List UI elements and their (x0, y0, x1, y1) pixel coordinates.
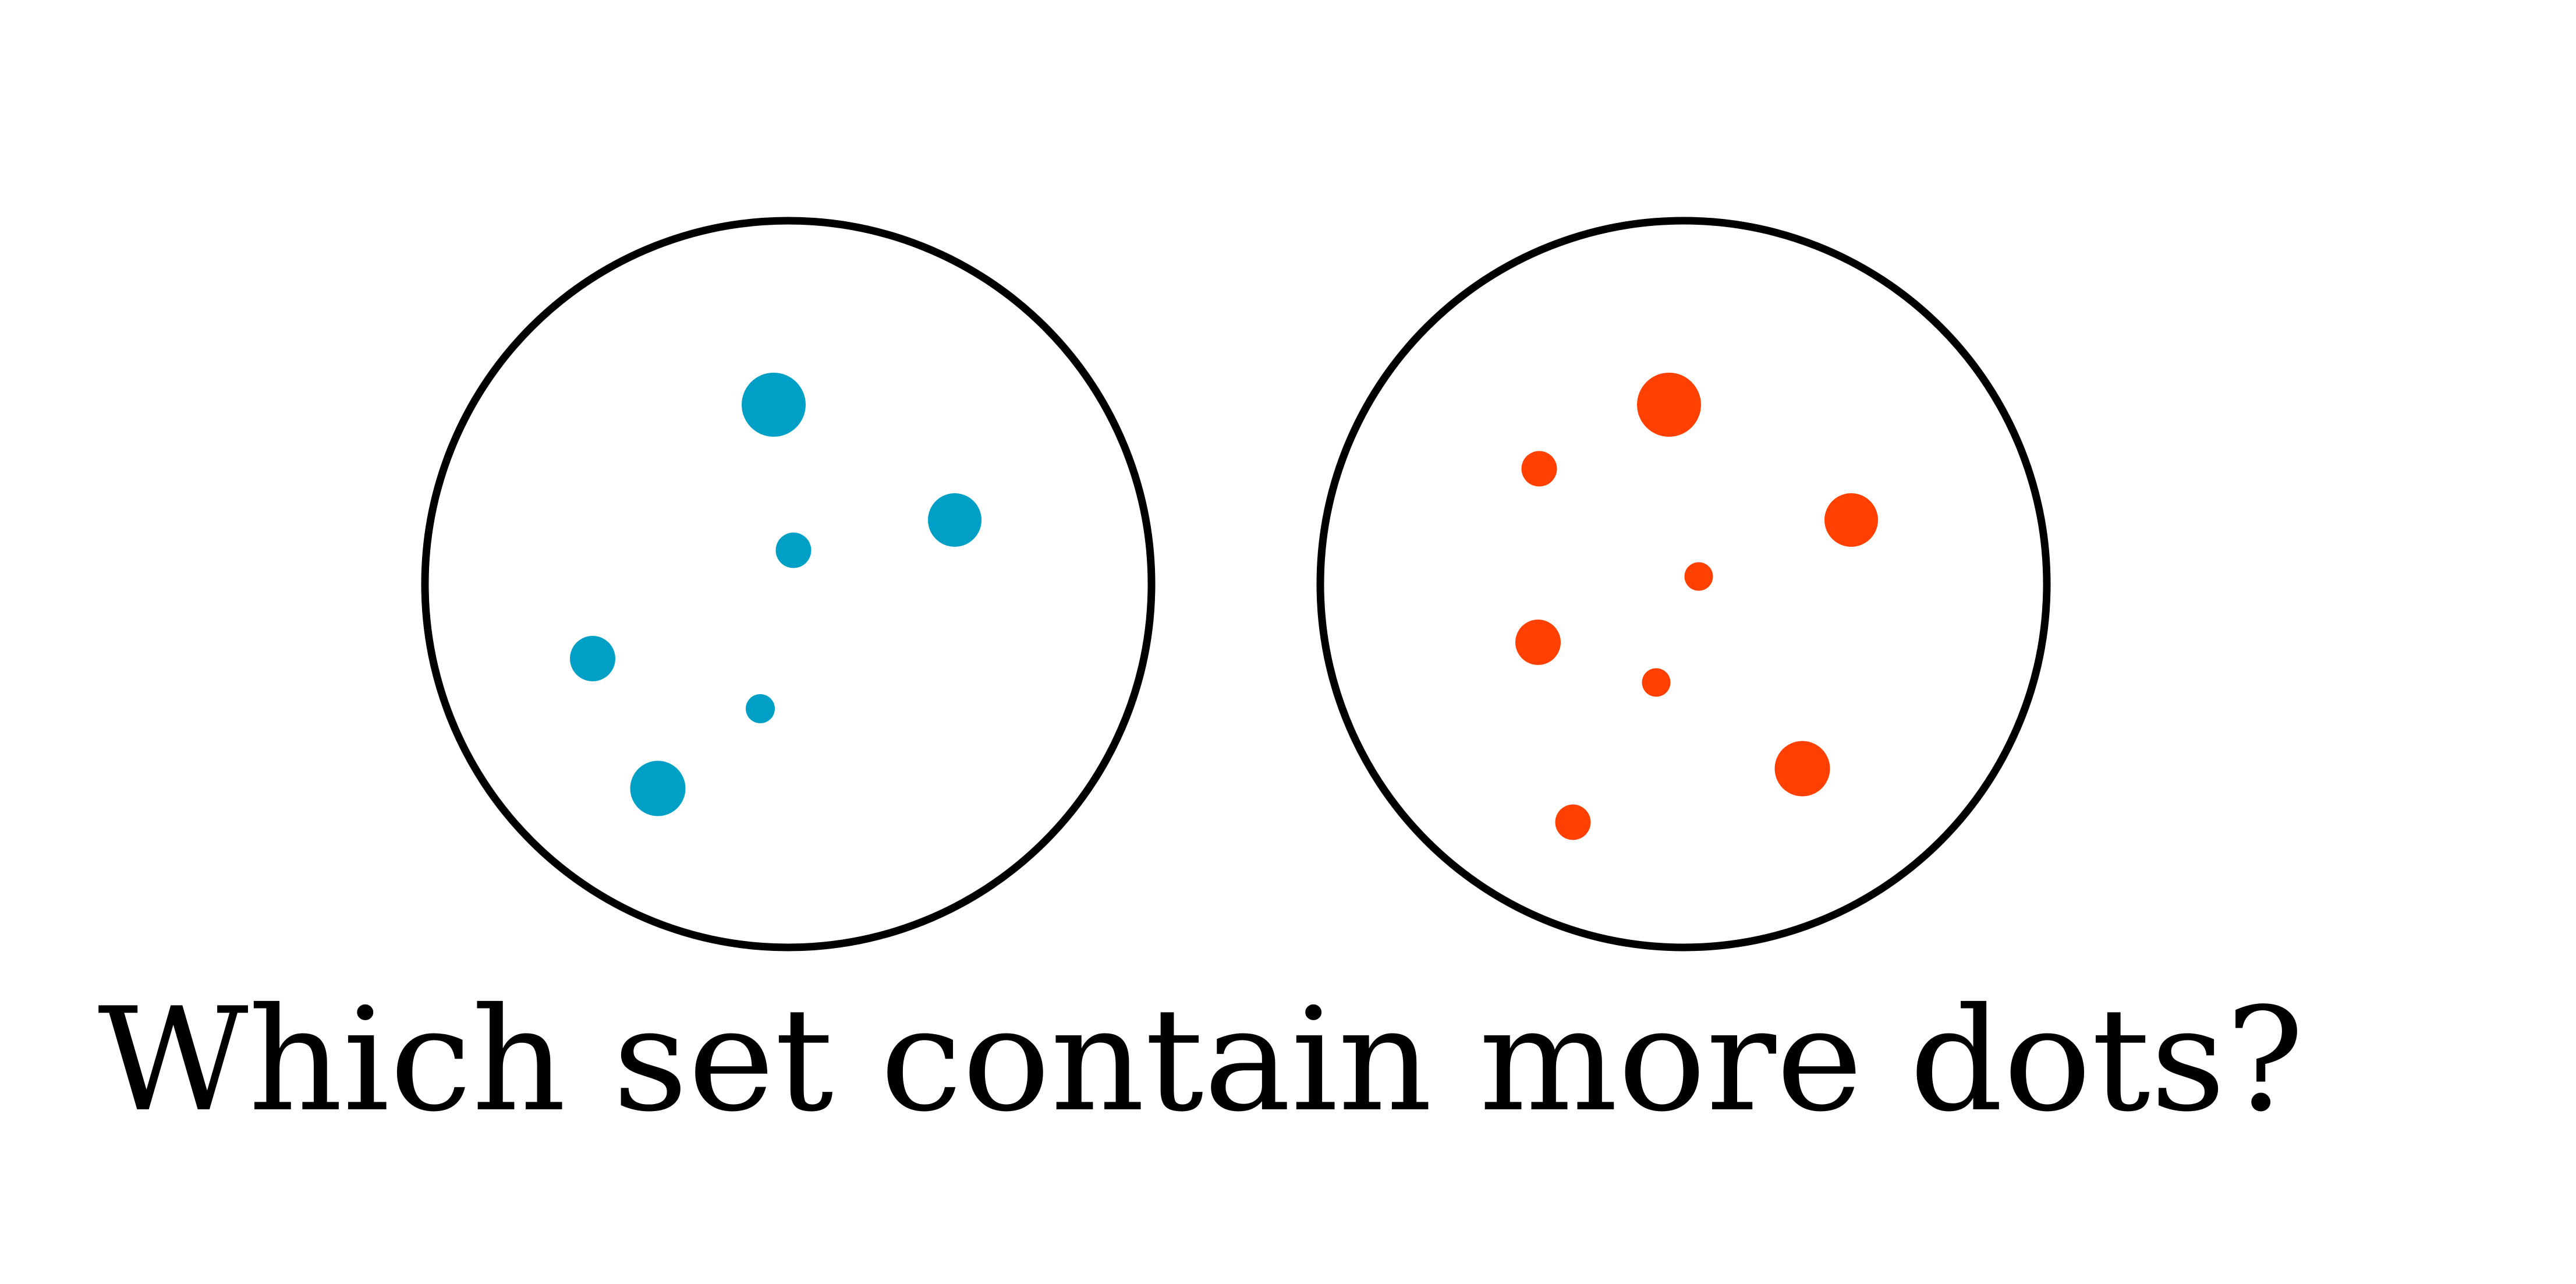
left-set-dot-1 (742, 373, 806, 437)
left-set-dots (570, 373, 981, 816)
right-set-dot-7 (1774, 741, 1830, 797)
left-set-dot-2 (928, 493, 981, 547)
left-set-dot-5 (746, 694, 775, 723)
right-set-dot-2 (1521, 451, 1557, 487)
question-text: Which set contain more dots? (98, 977, 2304, 1143)
left-set-dot-3 (775, 532, 812, 568)
right-set (1316, 217, 2051, 951)
left-set-dot-4 (570, 636, 615, 681)
right-set-dot-4 (1684, 562, 1713, 591)
right-set-dots (1515, 373, 1878, 840)
right-set-dot-1 (1637, 373, 1701, 437)
left-set-outline (421, 217, 1156, 951)
left-set-dot-6 (630, 761, 686, 816)
right-set-dot-3 (1824, 493, 1878, 547)
right-set-dot-5 (1515, 620, 1561, 665)
left-set (421, 217, 1156, 951)
right-set-outline (1316, 217, 2051, 951)
right-set-dot-8 (1555, 804, 1591, 840)
right-set-dot-6 (1642, 668, 1671, 697)
